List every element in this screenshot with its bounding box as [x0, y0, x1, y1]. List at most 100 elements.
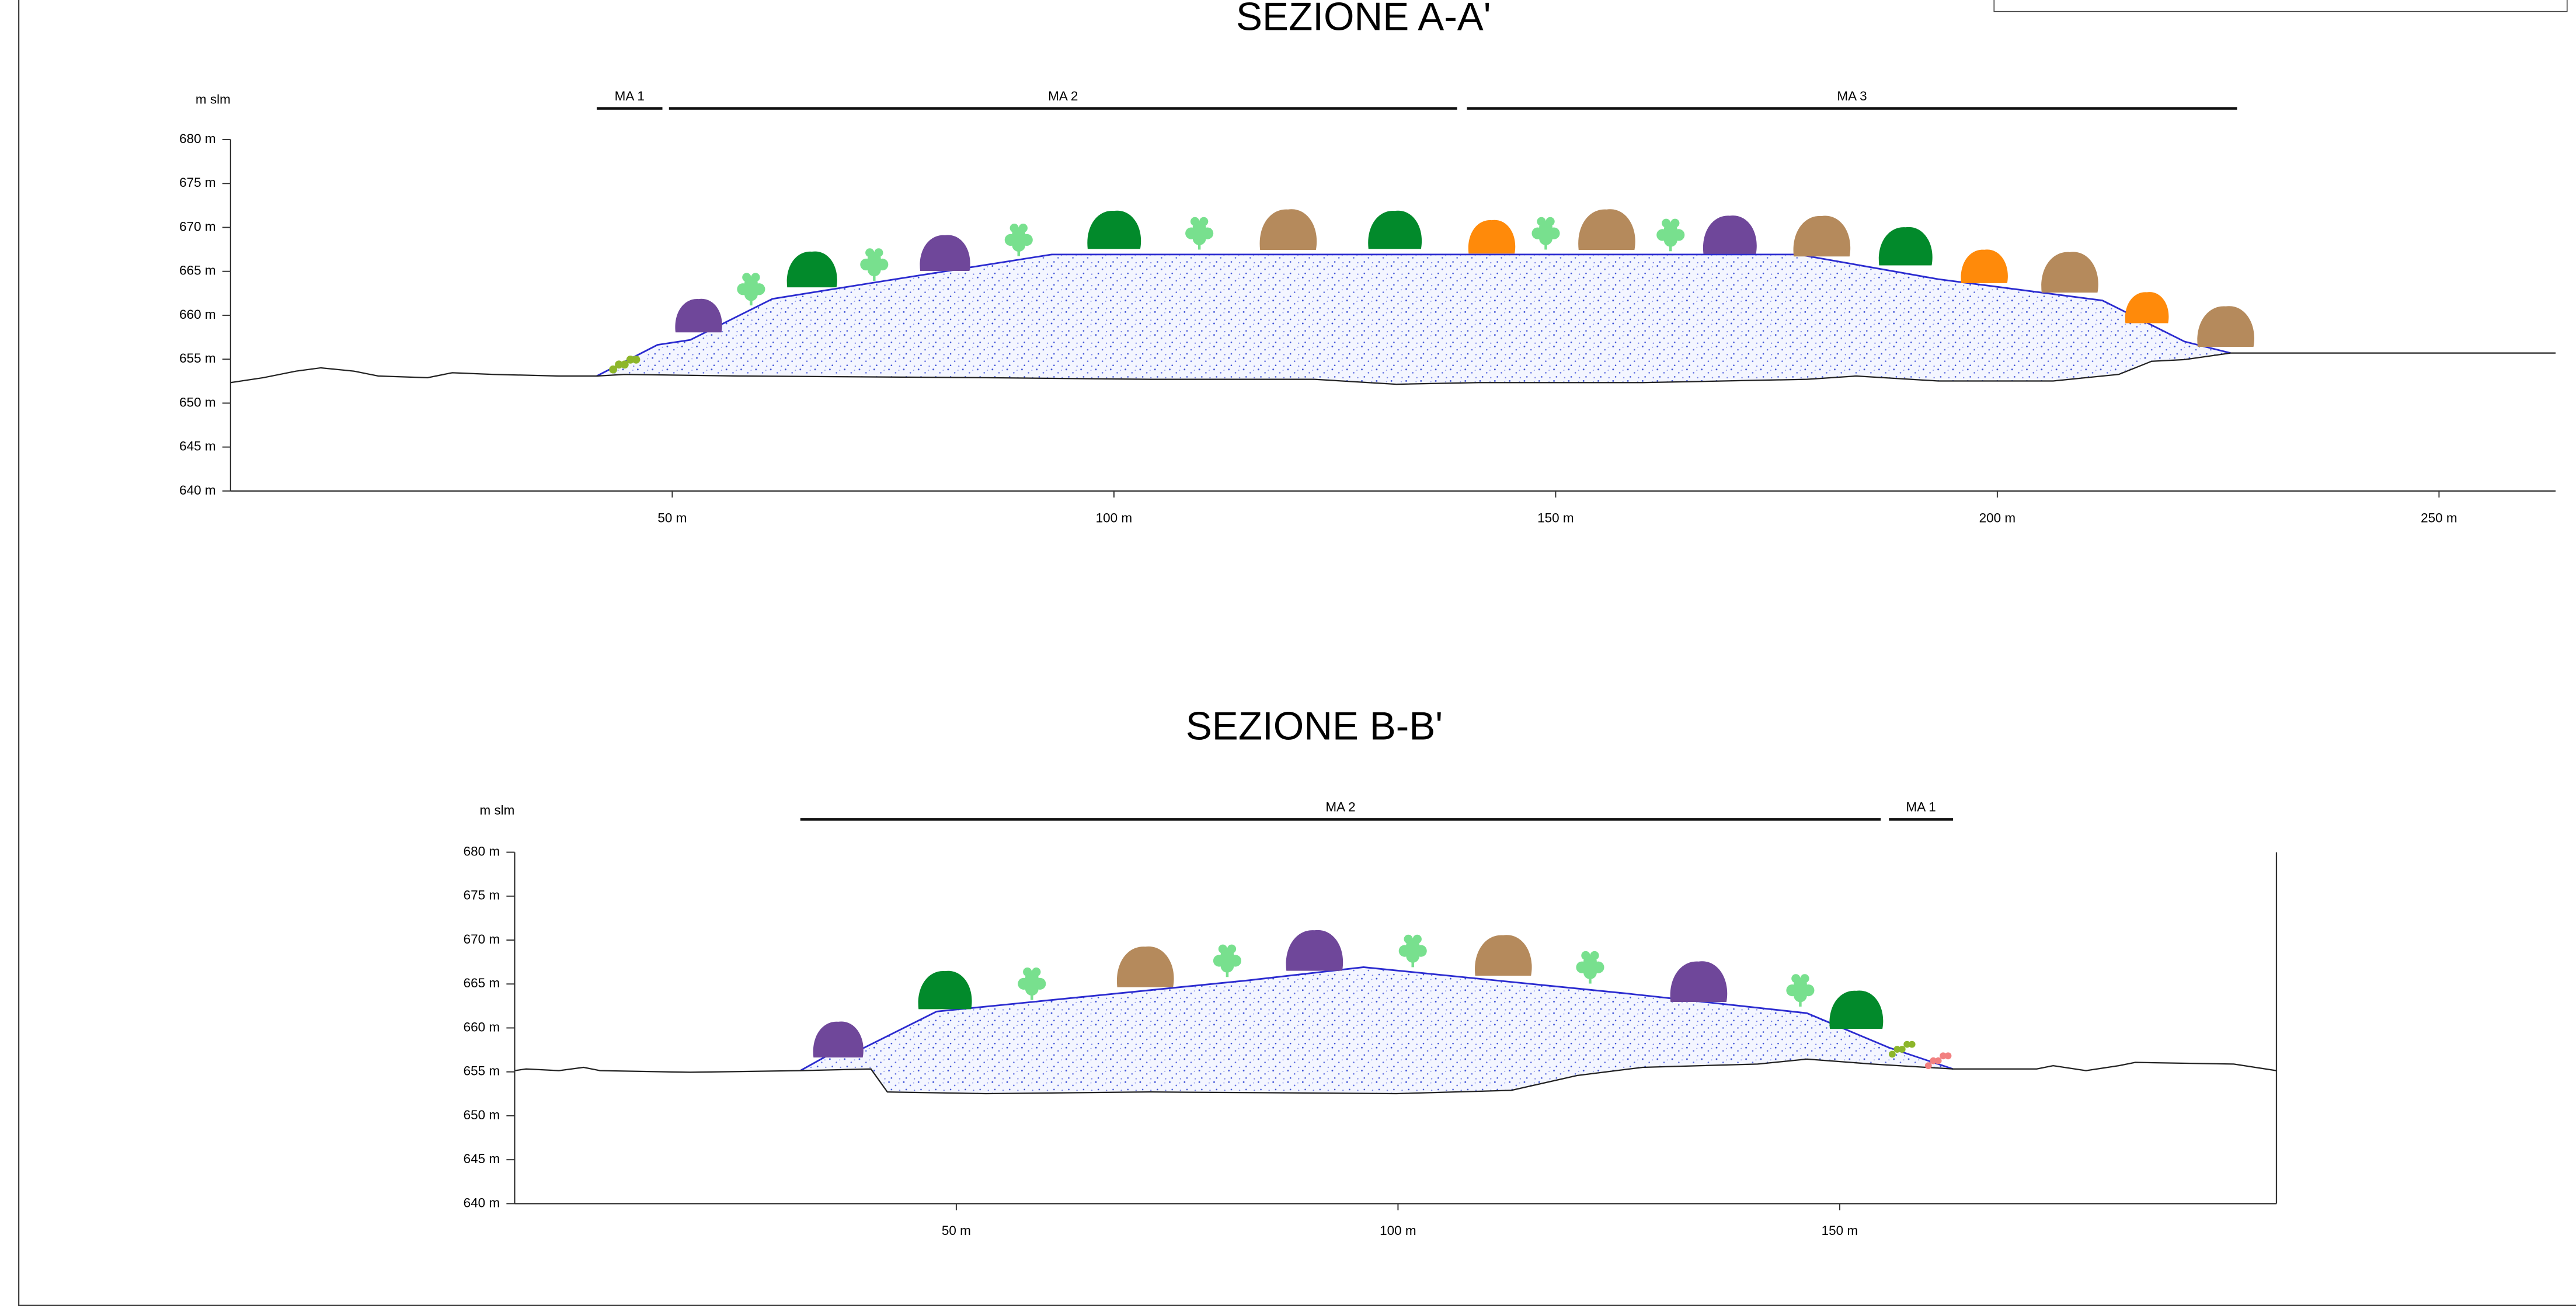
zone-label: MA 2: [1325, 800, 1355, 815]
shrub: [1793, 215, 1851, 257]
y-tick-label: 640 m: [464, 1195, 500, 1210]
shrub: [1829, 990, 1884, 1029]
shrub: [786, 251, 837, 288]
zone-label: MA 2: [1048, 89, 1078, 103]
herb-leaf: [1583, 966, 1597, 979]
shrub: [675, 298, 722, 333]
herb-leaf: [742, 273, 751, 282]
herb-leaf: [1539, 232, 1552, 245]
groundcover-leaf: [1930, 1057, 1937, 1064]
groundcover-leaf: [1940, 1052, 1947, 1060]
groundcover: [1924, 1052, 1952, 1070]
herb-leaf: [1800, 974, 1809, 983]
herb-leaf: [1590, 951, 1599, 960]
herb-stem: [1031, 989, 1033, 1000]
herb-leaf: [865, 248, 875, 257]
y-tick-label: 640 m: [179, 483, 216, 497]
y-tick-label: 645 m: [464, 1151, 500, 1166]
zone-label: MA 3: [1837, 89, 1867, 103]
y-tick-label: 665 m: [464, 976, 500, 990]
shrub: [1578, 209, 1635, 250]
y-tick-label: 655 m: [464, 1064, 500, 1078]
shrub: [1286, 930, 1343, 971]
herb-leaf: [1791, 974, 1801, 983]
groundcover-leaf: [1924, 1062, 1932, 1070]
herb-leaf: [1220, 959, 1234, 973]
groundcover-leaf: [1889, 1050, 1896, 1058]
groundcover-leaf: [1903, 1040, 1911, 1048]
herb-leaf: [1218, 944, 1227, 953]
ground-profile: [514, 1058, 2277, 1095]
herb-leaf: [744, 287, 758, 301]
herb-leaf: [1009, 224, 1019, 233]
groundcover-leaf: [632, 355, 640, 364]
herb-leaf: [1662, 218, 1671, 228]
herb: [737, 273, 765, 306]
shrub: [1468, 220, 1516, 254]
herb-stem: [1589, 973, 1592, 984]
herb: [1018, 967, 1046, 1000]
herb-leaf: [1663, 233, 1677, 247]
y-tick-label: 660 m: [179, 307, 216, 322]
groundcover-leaf: [1893, 1046, 1901, 1053]
groundcover-leaf: [1908, 1040, 1916, 1048]
shrub: [1878, 227, 1933, 266]
x-tick-label: 50 m: [942, 1223, 971, 1238]
herb-leaf: [1794, 989, 1807, 1003]
groundcover-leaf: [620, 360, 629, 369]
herb-leaf: [1227, 944, 1237, 953]
ground-profile: [230, 352, 2556, 385]
herb-leaf: [1025, 982, 1039, 996]
groundcover: [609, 355, 640, 374]
groundcover-leaf: [609, 365, 618, 374]
unit-label: m slm: [479, 803, 514, 817]
x-tick-label: 50 m: [657, 511, 687, 526]
herb: [1398, 934, 1427, 968]
herb-stem: [1411, 956, 1414, 968]
herb-leaf: [1537, 217, 1546, 226]
herb-leaf: [1190, 217, 1200, 226]
herb: [1531, 217, 1560, 250]
section-title: SEZIONE A-A': [1236, 0, 1491, 39]
herb-leaf: [874, 248, 883, 257]
x-tick-label: 150 m: [1537, 511, 1574, 526]
title-box: [1993, 0, 2568, 12]
section-title: SEZIONE B-B': [1186, 704, 1443, 748]
shrub: [1368, 210, 1422, 249]
y-tick-label: 655 m: [179, 351, 216, 366]
groundcover-leaf: [615, 360, 623, 369]
y-tick-label: 670 m: [464, 932, 500, 946]
herb-stem: [1017, 245, 1021, 256]
embankment: [800, 967, 1953, 1094]
shrub: [918, 970, 972, 1010]
herb-leaf: [1406, 949, 1420, 963]
shrub: [1961, 249, 2008, 283]
herb-leaf: [1012, 238, 1026, 252]
zone-label: MA 1: [1906, 800, 1936, 815]
shrub: [1670, 961, 1728, 1003]
y-tick-label: 650 m: [179, 395, 216, 409]
herb: [1004, 224, 1033, 256]
y-tick-label: 670 m: [179, 219, 216, 234]
groundcover-leaf: [1934, 1057, 1942, 1064]
herb-stem: [1669, 241, 1672, 252]
y-tick-label: 680 m: [464, 844, 500, 859]
section: 680 m 675 m 670 m 665 m 660 m 655 m 650 m 645 m…: [179, 0, 2556, 526]
x-tick-label: 150 m: [1822, 1223, 1858, 1238]
x-tick-label: 100 m: [1096, 511, 1133, 526]
herb-stem: [750, 295, 753, 306]
y-tick-label: 660 m: [464, 1019, 500, 1034]
section: 680 m 675 m 670 m 665 m 660 m 655 m 650 m 645 m…: [464, 704, 2277, 1238]
herb-leaf: [867, 263, 881, 277]
herb-leaf: [1545, 217, 1555, 226]
herb-leaf: [1412, 934, 1422, 944]
herb: [1576, 951, 1604, 984]
herb-leaf: [1581, 951, 1590, 960]
y-tick-label: 680 m: [179, 131, 216, 146]
groundcover-leaf: [626, 355, 635, 364]
herb-leaf: [1670, 218, 1680, 228]
herb: [1213, 944, 1241, 977]
herb-leaf: [1018, 224, 1028, 233]
